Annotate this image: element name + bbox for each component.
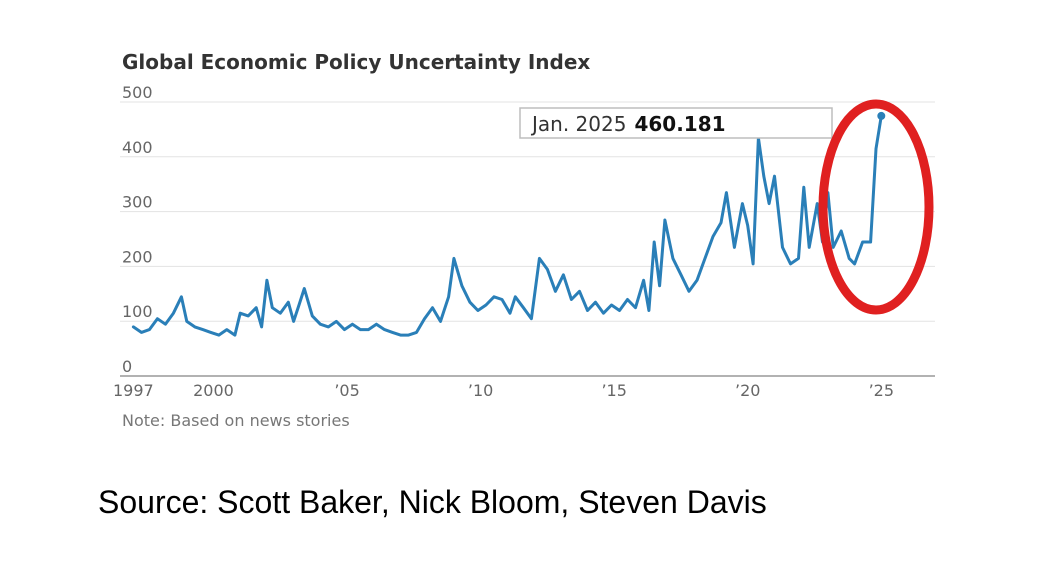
y-axis-ticks: 0 100 200 300 400 500: [122, 83, 153, 376]
annotation-value: 460.181: [634, 112, 725, 136]
x-tick-label: ’05: [334, 381, 359, 400]
y-tick-label: 100: [122, 302, 153, 321]
y-tick-label: 500: [122, 83, 153, 102]
x-axis-ticks: 1997 2000 ’05 ’10 ’15 ’20 ’25: [113, 381, 894, 400]
highlight-ellipse: [818, 99, 934, 315]
y-tick-label: 300: [122, 193, 153, 212]
y-tick-label: 0: [122, 357, 132, 376]
chart-note: Note: Based on news stories: [122, 411, 350, 430]
x-tick-label: ’10: [468, 381, 493, 400]
chart-title: Global Economic Policy Uncertainty Index: [122, 50, 590, 74]
x-tick-label: ’20: [735, 381, 760, 400]
x-tick-label: ’15: [601, 381, 626, 400]
annotation-box: [519, 107, 833, 139]
x-tick-label: 2000: [193, 381, 234, 400]
annotation-label: Jan. 2025: [530, 112, 626, 136]
y-tick-label: 200: [122, 247, 153, 266]
annotation-text: Jan. 2025 460.181: [530, 112, 726, 136]
y-tick-label: 400: [122, 138, 153, 157]
annotation-callout: Jan. 2025 460.181: [519, 107, 833, 139]
x-tick-label: ’25: [869, 381, 894, 400]
series-line: [131, 114, 883, 337]
x-tick-label: 1997: [113, 381, 154, 400]
series-end-point: [877, 111, 886, 120]
gridlines: [120, 101, 935, 377]
source-caption: Source: Scott Baker, Nick Bloom, Steven …: [98, 484, 767, 520]
